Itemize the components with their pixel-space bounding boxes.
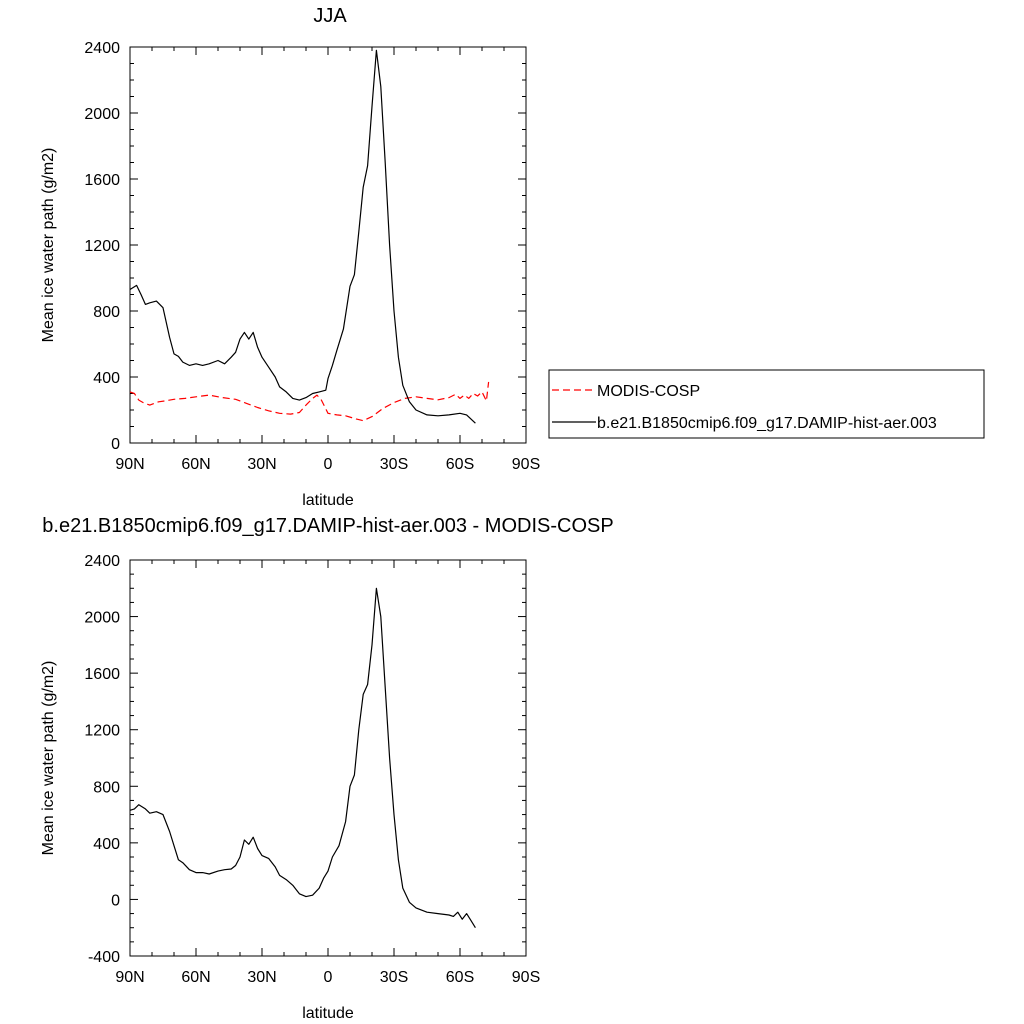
bottom-y-axis-label: Mean ice water path (g/m2)	[40, 661, 57, 856]
top-x-axis-label: latitude	[302, 492, 354, 509]
x-tick-label: 30N	[247, 969, 276, 986]
y-tick-label: 0	[111, 436, 120, 453]
legend-label-model: b.e21.B1850cmip6.f09_g17.DAMIP-hist-aer.…	[597, 415, 937, 432]
y-tick-label: 1200	[84, 238, 120, 255]
x-tick-label: 90S	[512, 456, 540, 473]
bottom-axis-ticks: 90N 60N 30N 0 30S 60S 90S -400 0 400 800 1200 1600 20…	[84, 553, 540, 986]
y-tick-label: 2000	[84, 610, 120, 627]
top-series-lines	[129, 49, 490, 424]
x-tick-label: 60N	[181, 456, 210, 473]
y-tick-label: 2400	[84, 553, 120, 570]
legend: MODIS-COSP b.e21.B1850cmip6.f09_g17.DAMI…	[548, 369, 985, 439]
y-tick-label: 1600	[84, 172, 120, 189]
y-tick-label: 2000	[84, 106, 120, 123]
bottom-panel: b.e21.B1850cmip6.f09_g17.DAMIP-hist-aer.…	[40, 515, 614, 1022]
x-tick-label: 0	[324, 969, 333, 986]
x-tick-label: 30S	[380, 456, 408, 473]
y-tick-label: 0	[111, 892, 120, 909]
x-tick-label: 30S	[380, 969, 408, 986]
x-tick-label: 0	[324, 456, 333, 473]
bottom-x-axis-label: latitude	[302, 1005, 354, 1022]
y-tick-label: 400	[93, 370, 120, 387]
x-tick-label: 30N	[247, 456, 276, 473]
x-tick-label: 60S	[446, 456, 474, 473]
difference-line	[129, 587, 476, 929]
top-y-axis-label: Mean ice water path (g/m2)	[40, 148, 57, 343]
y-tick-label: 1600	[84, 666, 120, 683]
top-panel: JJA 90N 60N 30N 0 30S 60S 90S 0 400 800 1200 1600 20…	[40, 5, 540, 509]
legend-label-modis: MODIS-COSP	[597, 383, 700, 400]
y-tick-label: 800	[93, 304, 120, 321]
modis-cosp-line	[129, 381, 490, 422]
x-tick-label: 90N	[115, 969, 144, 986]
y-tick-label: 1200	[84, 723, 120, 740]
y-tick-label: 800	[93, 779, 120, 796]
top-plot-frame	[129, 46, 527, 444]
bottom-series-lines	[129, 587, 476, 929]
bottom-plot-frame	[129, 559, 527, 957]
x-tick-label: 60S	[446, 969, 474, 986]
x-tick-label: 90N	[115, 456, 144, 473]
b-e21-b1850cmip6-f09-g17-damip-hist-aer-003-line	[129, 49, 476, 424]
top-chart-title: JJA	[313, 5, 347, 27]
x-tick-label: 60N	[181, 969, 210, 986]
bottom-chart-title: b.e21.B1850cmip6.f09_g17.DAMIP-hist-aer.…	[42, 515, 613, 537]
x-tick-label: 90S	[512, 969, 540, 986]
y-tick-label: 400	[93, 836, 120, 853]
y-tick-label: -400	[88, 949, 120, 966]
legend-box	[548, 369, 985, 439]
y-tick-label: 2400	[84, 40, 120, 57]
top-axis-ticks: 90N 60N 30N 0 30S 60S 90S 0 400 800 1200 1600 2000 24…	[84, 40, 540, 473]
